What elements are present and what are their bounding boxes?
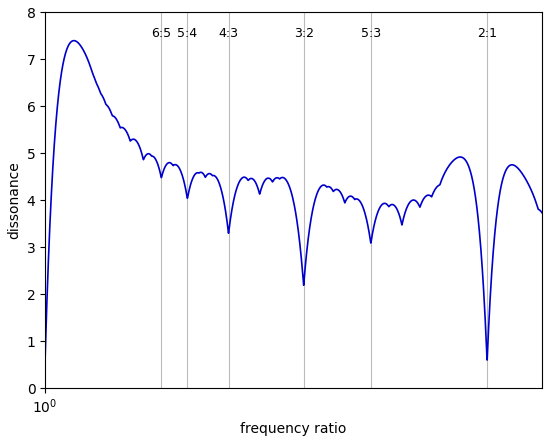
Text: 4:3: 4:3 [219, 27, 239, 40]
Text: 3:2: 3:2 [294, 27, 313, 40]
X-axis label: frequency ratio: frequency ratio [240, 422, 347, 436]
Text: 2:1: 2:1 [477, 27, 497, 40]
Text: 6:5: 6:5 [152, 27, 171, 40]
Text: 5:3: 5:3 [361, 27, 381, 40]
Text: 5:4: 5:4 [177, 27, 198, 40]
Y-axis label: dissonance: dissonance [7, 161, 21, 239]
